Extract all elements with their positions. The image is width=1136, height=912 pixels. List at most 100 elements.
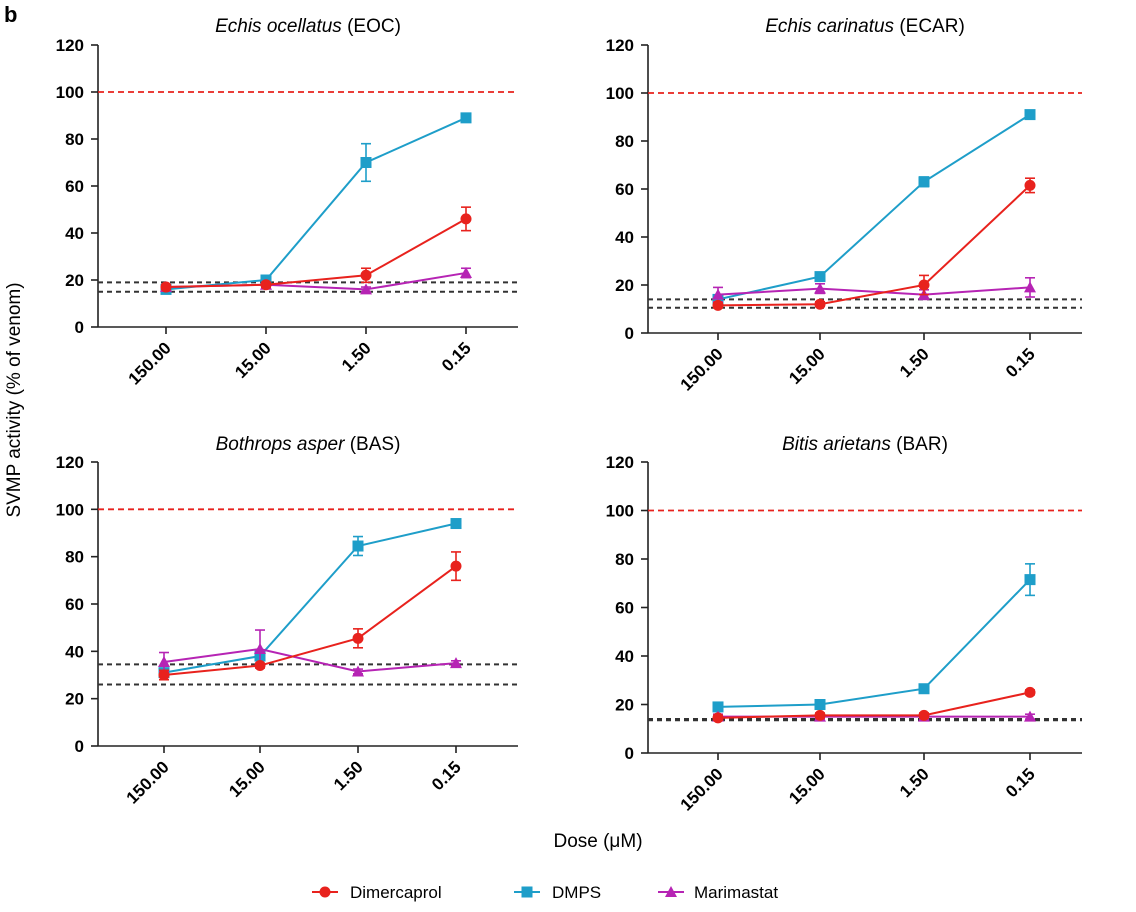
x-tick-label: 15.00 [231, 338, 275, 382]
x-tick-label: 15.00 [785, 344, 829, 388]
legend-label: Marimastat [694, 883, 778, 902]
x-axis-title: Dose (μM) [553, 831, 642, 852]
panel-bar: Bitis arietans (BAR) 0 20 40 60 80 100 120 150.0… [606, 434, 1082, 815]
y-tick-label: 60 [615, 180, 634, 199]
y-tick-label: 100 [606, 84, 634, 103]
series-line-dmps [163, 522, 457, 674]
series-line-dmps [717, 578, 1031, 708]
legend-label: Dimercaprol [350, 883, 442, 902]
legend-marker-marimastat [665, 886, 677, 897]
series-dmps [712, 109, 1036, 305]
series-dimercaprol [712, 177, 1036, 311]
series-dimercaprol [158, 551, 462, 681]
data-point-marimastat [1024, 710, 1036, 722]
data-point-dimercaprol [260, 279, 272, 291]
data-point-dimercaprol [460, 213, 472, 225]
y-tick-label: 0 [75, 318, 84, 337]
data-point-dmps [1024, 574, 1036, 586]
data-point-dmps [352, 540, 364, 552]
data-point-marimastat [460, 266, 472, 278]
y-tick-label: 0 [75, 737, 84, 756]
data-point-dimercaprol [814, 709, 826, 721]
y-tick-label: 0 [625, 324, 634, 343]
data-point-dimercaprol [158, 669, 170, 681]
y-tick-label: 20 [65, 271, 84, 290]
series-dimercaprol [712, 686, 1036, 724]
data-point-dimercaprol [814, 298, 826, 310]
data-point-dmps [450, 518, 462, 530]
y-tick-label: 80 [615, 550, 634, 569]
data-point-dimercaprol [450, 560, 462, 572]
y-tick-label: 80 [615, 132, 634, 151]
data-point-dimercaprol [1024, 686, 1036, 698]
x-tick-label: 1.50 [338, 338, 375, 375]
data-point-dmps [360, 157, 372, 168]
y-tick-label: 60 [65, 177, 84, 196]
y-tick-label: 120 [56, 453, 84, 472]
data-point-dmps [1024, 109, 1036, 121]
series-dmps [158, 518, 462, 679]
legend-item-dimercaprol: Dimercaprol [312, 883, 442, 902]
panel-ecar: Echis carinatus (ECAR) 0 20 40 60 80 100 120 150… [606, 16, 1082, 395]
data-point-dmps [460, 112, 472, 124]
data-point-dimercaprol [712, 299, 724, 311]
data-point-dimercaprol [918, 279, 930, 291]
panel-title-code: (EOC) [342, 16, 401, 37]
series-marimastat [158, 629, 462, 677]
legend-marker-dimercaprol [319, 886, 331, 898]
panel-title-species: Bitis arietans [782, 434, 891, 455]
data-point-marimastat [254, 642, 266, 654]
x-tick-label: 15.00 [785, 764, 829, 808]
panel-letter: b [4, 2, 17, 27]
data-point-dimercaprol [712, 712, 724, 724]
data-point-dmps [918, 683, 930, 695]
data-point-dimercaprol [1024, 179, 1036, 191]
x-tick-label: 15.00 [225, 757, 269, 801]
series-line-marimastat [163, 647, 457, 673]
y-tick-label: 0 [625, 744, 634, 763]
y-tick-label: 120 [56, 36, 84, 55]
x-tick-label: 150.00 [123, 757, 173, 807]
data-point-marimastat [814, 282, 826, 294]
y-axis-title: SVMP activity (% of venom) [4, 282, 25, 517]
panel-title: Bitis arietans (BAR) [782, 434, 948, 455]
x-tick-label: 1.50 [896, 344, 933, 381]
panel-title-species: Echis carinatus [765, 16, 894, 37]
data-point-dimercaprol [360, 269, 372, 281]
y-tick-label: 100 [56, 83, 84, 102]
data-point-marimastat [712, 288, 724, 300]
data-point-dmps [918, 176, 930, 188]
x-tick-label: 0.15 [428, 757, 465, 794]
data-point-dmps [814, 699, 826, 710]
data-point-marimastat [360, 283, 372, 295]
data-point-dimercaprol [352, 632, 364, 644]
legend-item-marimastat: Marimastat [658, 883, 778, 902]
y-tick-label: 120 [606, 453, 634, 472]
x-tick-label: 0.15 [438, 338, 475, 375]
y-tick-label: 20 [65, 690, 84, 709]
series-line-dimercaprol [163, 565, 457, 676]
series-marimastat [712, 276, 1036, 303]
x-tick-label: 0.15 [1002, 764, 1039, 801]
y-tick-label: 40 [65, 642, 84, 661]
panel-title-species: Bothrops asper [216, 434, 346, 455]
y-tick-label: 20 [615, 696, 634, 715]
y-tick-label: 100 [606, 502, 634, 521]
series-line-dimercaprol [717, 691, 1031, 719]
panel-title: Echis carinatus (ECAR) [765, 16, 965, 37]
x-tick-label: 150.00 [677, 344, 727, 394]
y-tick-label: 60 [615, 599, 634, 618]
series-dmps [712, 563, 1036, 713]
y-tick-label: 40 [65, 224, 84, 243]
legend-item-dmps: DMPS [514, 883, 601, 902]
series-dimercaprol [160, 206, 472, 293]
data-point-dmps [712, 701, 724, 713]
legend: Dimercaprol DMPS Marimastat [312, 883, 778, 902]
data-point-marimastat [1024, 281, 1036, 293]
y-tick-label: 80 [65, 130, 84, 149]
series-line-marimastat [717, 286, 1031, 296]
chart-panels: Echis ocellatus (EOC) 0 20 40 60 80 100 120 150.… [56, 16, 1082, 815]
legend-marker-dmps [521, 886, 533, 898]
panel-title-code: (BAR) [891, 434, 948, 455]
x-tick-label: 150.00 [677, 764, 727, 814]
